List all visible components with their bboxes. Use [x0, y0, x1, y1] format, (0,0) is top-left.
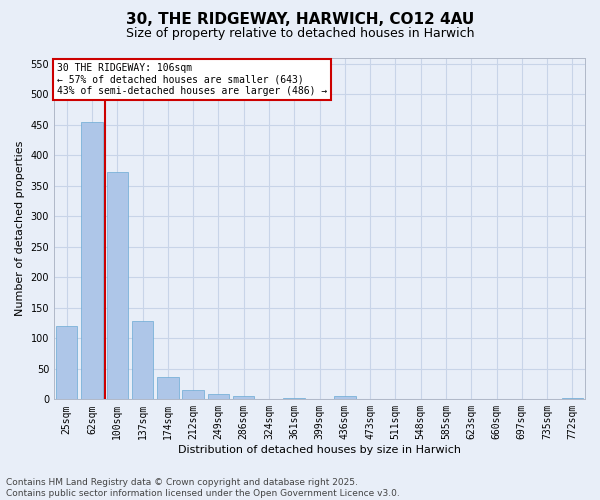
Bar: [157, 378, 179, 400]
Bar: [233, 396, 254, 400]
Bar: [283, 398, 305, 400]
Text: 30 THE RIDGEWAY: 106sqm
← 57% of detached houses are smaller (643)
43% of semi-d: 30 THE RIDGEWAY: 106sqm ← 57% of detache…: [56, 62, 327, 96]
Bar: [81, 122, 103, 400]
X-axis label: Distribution of detached houses by size in Harwich: Distribution of detached houses by size …: [178, 445, 461, 455]
Bar: [132, 321, 153, 400]
Bar: [182, 390, 204, 400]
Bar: [208, 394, 229, 400]
Text: Contains HM Land Registry data © Crown copyright and database right 2025.
Contai: Contains HM Land Registry data © Crown c…: [6, 478, 400, 498]
Y-axis label: Number of detached properties: Number of detached properties: [15, 140, 25, 316]
Text: Size of property relative to detached houses in Harwich: Size of property relative to detached ho…: [126, 28, 474, 40]
Text: 30, THE RIDGEWAY, HARWICH, CO12 4AU: 30, THE RIDGEWAY, HARWICH, CO12 4AU: [126, 12, 474, 28]
Bar: [107, 172, 128, 400]
Bar: [562, 398, 583, 400]
Bar: [56, 326, 77, 400]
Bar: [334, 396, 356, 400]
